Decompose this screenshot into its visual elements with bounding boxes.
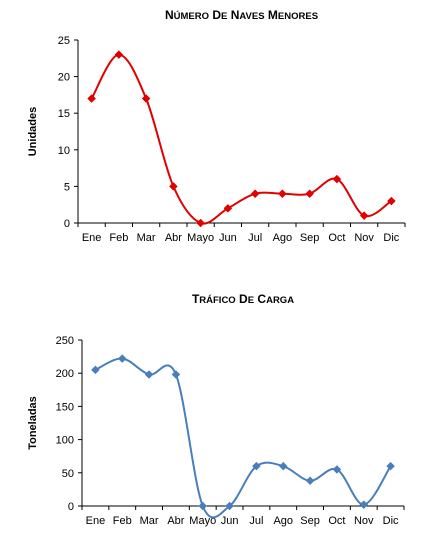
naves-ytick-label: 25 [58,35,70,47]
naves-xtick-label: Sep [300,232,320,244]
naves-xtick-label: Ene [82,232,102,244]
chart-naves-menores: NÚMERO DE NAVES MENORES Unidades 0 5 10 15 20 2… [0,0,426,268]
carga-point-mar [144,370,154,379]
naves-point-abr [169,182,178,191]
carga-xtick-label: Ene [86,515,106,527]
naves-point-dic [387,196,396,206]
naves-ytick-label: 20 [58,72,70,84]
carga-point-jul [252,461,261,471]
carga-ytick-label: 200 [56,368,74,380]
naves-ytick-label: 15 [58,108,70,120]
carga-point-ago [278,461,288,471]
carga-xtick-label: Nov [354,515,374,527]
naves-point-nov [359,211,369,221]
carga-point-feb [117,354,127,363]
naves-point-mayo [196,218,205,228]
carga-series-line [94,357,392,519]
naves-series-line [90,53,392,225]
naves-xtick-label: Jun [219,232,237,244]
naves-point-sep [305,189,314,199]
carga-point-oct [332,465,342,474]
naves-xtick-label: Jul [248,232,262,244]
carga-ytick-label: 150 [56,401,74,413]
carga-xtick-label: Oct [328,515,345,527]
naves-ylabel: Unidades [27,107,39,157]
chart-trafico-carga: TRÁFICO DE CARGA Toneladas 0 50 100 150 200 250… [0,268,426,536]
carga-title: TRÁFICO DE CARGA [192,292,294,306]
naves-point-ene [87,94,96,103]
naves-xtick-label: Ago [273,232,293,244]
carga-xtick-label: Ago [273,515,293,527]
carga-point-jun [225,501,234,511]
carga-ytick-label: 50 [62,468,74,480]
naves-point-feb [114,50,124,59]
naves-ytick-label: 5 [64,181,70,193]
naves-ytick-label: 0 [64,218,70,230]
carga-ytick-label: 0 [68,501,74,513]
naves-xtick-label: Dic [383,232,399,244]
naves-point-mar [141,94,151,103]
naves-xtick-label: Nov [354,232,374,244]
naves-xtick-label: Mayo [187,232,214,244]
carga-ytick-label: 100 [56,435,74,447]
naves-title: NÚMERO DE NAVES MENORES [165,8,318,22]
carga-point-dic [386,461,395,471]
naves-point-ago [278,189,287,199]
chart-naves-menores-svg: NÚMERO DE NAVES MENORES Unidades 0 5 10 15 20 2… [27,8,406,244]
carga-xtick-label: Dic [383,515,399,527]
chart-trafico-carga-svg: TRÁFICO DE CARGA Toneladas 0 50 100 150 200 250… [27,292,405,527]
carga-point-nov [359,500,369,510]
carga-point-ene [91,365,100,375]
naves-point-jul [250,189,260,199]
carga-xtick-label: Mayo [189,515,216,527]
naves-ytick-label: 10 [58,145,70,157]
carga-xtick-label: Sep [300,515,320,527]
carga-xtick-label: Jul [249,515,263,527]
naves-xtick-label: Mar [137,232,156,244]
naves-point-oct [332,174,342,184]
carga-point-mayo [198,501,208,511]
carga-xtick-label: Abr [167,515,184,527]
carga-xtick-label: Mar [140,515,159,527]
naves-xtick-label: Abr [165,232,182,244]
carga-xtick-label: Feb [113,515,132,527]
naves-xtick-label: Feb [109,232,128,244]
carga-ylabel: Toneladas [27,396,39,450]
carga-xtick-label: Jun [221,515,239,527]
naves-xtick-label: Oct [328,232,345,244]
naves-point-jun [223,204,233,213]
carga-point-sep [305,476,315,486]
carga-ytick-label: 250 [56,335,74,347]
carga-point-abr [171,370,181,379]
